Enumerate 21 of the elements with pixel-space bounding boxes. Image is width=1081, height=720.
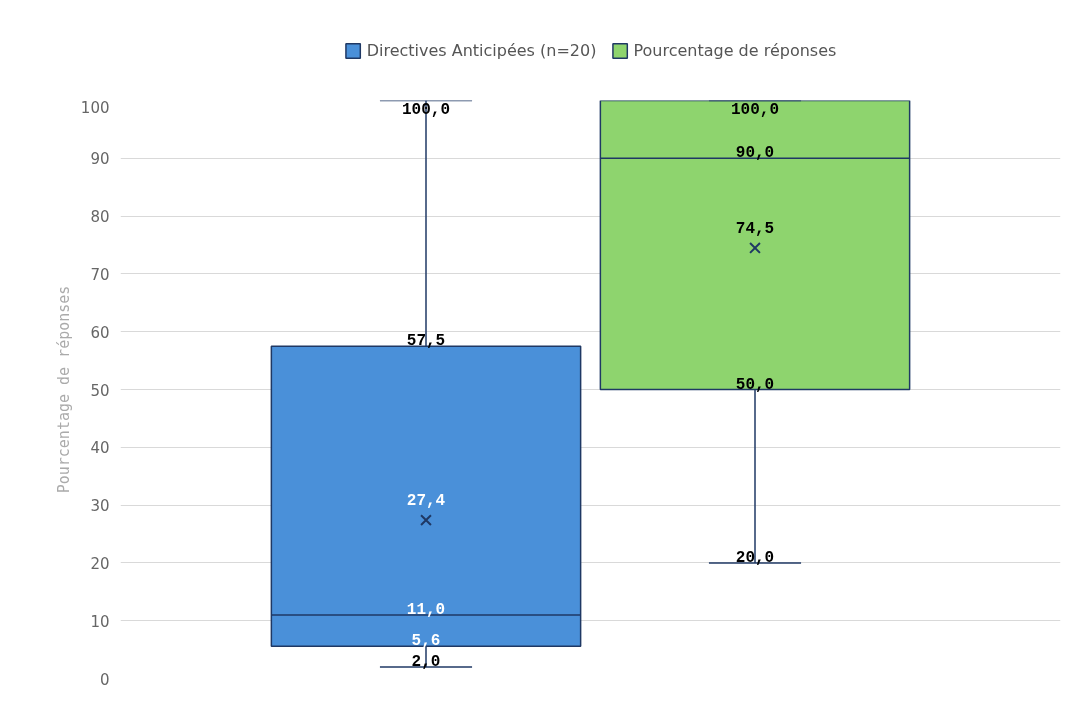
text: 74,5 (735, 219, 775, 238)
y-tick-label: 100 (80, 98, 110, 117)
y-tick-label: 90 (90, 150, 110, 169)
text: 100,0 (731, 100, 780, 119)
y-tick-label: 70 (90, 265, 110, 284)
y-tick-label: 40 (90, 439, 110, 458)
y-tick-label: 80 (90, 208, 110, 227)
y-axis-title: Pourcentage de réponses (54, 285, 73, 494)
y-tick-label: 0 (99, 670, 110, 689)
y-tick-label: 60 (90, 323, 110, 342)
text: 90,0 (735, 144, 775, 163)
text: 5,6 (411, 632, 441, 651)
y-tick-label: 50 (90, 381, 110, 400)
text: 11,0 (406, 600, 446, 619)
y-tick-label: 20 (90, 554, 110, 573)
text: 50,0 (735, 375, 775, 394)
y-tick-label: 30 (90, 497, 110, 516)
legend-label: Pourcentage de réponses (633, 40, 837, 60)
y-tick-label: 10 (90, 612, 110, 631)
text: 27,4 (406, 492, 446, 511)
legend-label: Directives Anticipées (n=20) (366, 40, 597, 60)
